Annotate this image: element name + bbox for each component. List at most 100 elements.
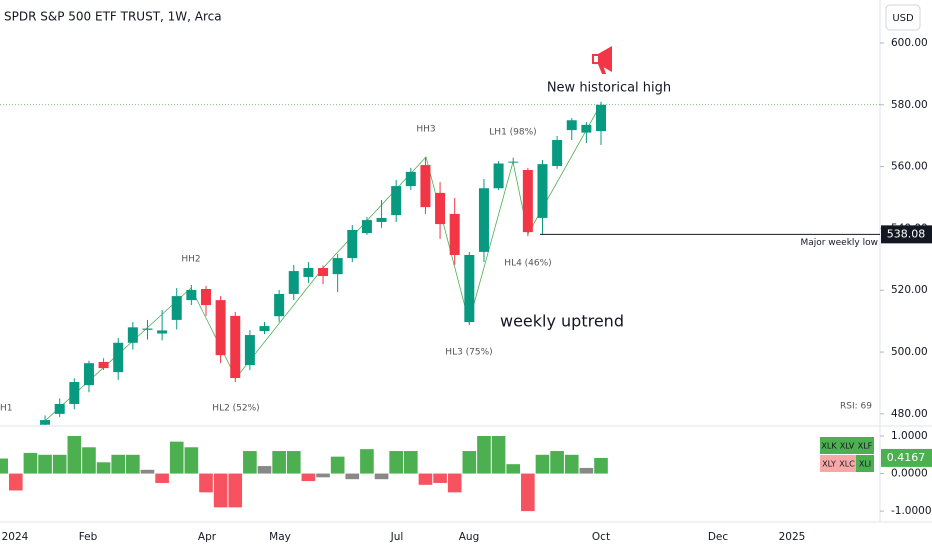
major-low-tag [881, 225, 932, 244]
indicator-bar [38, 454, 52, 474]
indicator-bar [550, 451, 564, 474]
x-tick-label: 2024 [2, 531, 29, 543]
indicator-bar [213, 473, 228, 508]
y-tick-label: 500.00 [891, 346, 928, 358]
annotation: HL2 (52%) [212, 404, 259, 414]
indicator-bar [316, 473, 330, 478]
indicator-bar [447, 473, 462, 493]
candle-body [464, 255, 475, 323]
candle-body [200, 289, 211, 306]
x-tick-label: Jul [390, 531, 404, 543]
candle-body [318, 267, 329, 277]
sector-tag-box [820, 437, 838, 454]
indicator-bar [96, 462, 111, 474]
indicator-bar [155, 473, 169, 483]
candle-body [347, 229, 358, 259]
sector-tag-box [838, 437, 856, 454]
indicator-last-value: 0.4167 [887, 451, 926, 464]
annotation: HH3 [416, 125, 435, 135]
x-tick-label: Feb [79, 531, 98, 543]
indicator-bar [564, 454, 579, 474]
indicator-bar [491, 436, 506, 474]
indicator-pane [0, 436, 608, 512]
indicator-bar [462, 451, 477, 474]
sector-tag: XLI [859, 460, 871, 469]
indicator-bar [477, 436, 491, 474]
indicator-bar [389, 451, 403, 474]
indicator-bar [140, 469, 155, 474]
candle-body [566, 120, 577, 131]
candle-body [596, 104, 606, 132]
indicator-bar [535, 454, 550, 474]
indicator-bar [8, 473, 23, 491]
indicator-bar [579, 467, 594, 474]
candle-body [69, 382, 80, 404]
indicator-bar [23, 452, 38, 474]
indicator-bar [418, 473, 433, 485]
sector-tag: XLK [821, 442, 837, 451]
indicator-bar [82, 447, 96, 474]
candle-body [54, 403, 65, 414]
sector-tag-box [820, 455, 838, 472]
candle-body [98, 361, 109, 369]
annotation: weekly uptrend [500, 312, 624, 331]
annotation: HH2 [181, 255, 200, 265]
price-pane [0, 101, 880, 425]
candle-body [113, 342, 124, 373]
indicator-tick-label: -1.0000 [891, 505, 932, 517]
candle-body [478, 188, 489, 252]
indicator-bar [360, 449, 374, 474]
candle-body [259, 326, 270, 332]
major-low-value: 538.08 [887, 227, 926, 240]
candle-body [332, 258, 343, 275]
candle-body [127, 327, 138, 343]
candle-body [215, 300, 226, 356]
sector-tag: XLC [839, 460, 855, 469]
indicator-last-tag [881, 448, 932, 467]
x-tick-label: 2025 [779, 531, 806, 543]
candle-body [405, 171, 416, 187]
annotation: H1 [0, 404, 13, 414]
indicator-bar [111, 454, 126, 474]
candle-body [186, 289, 197, 301]
indicator-bar [374, 473, 389, 480]
candle-body [420, 165, 431, 208]
indicator-bar [169, 441, 184, 474]
indicator-bar [257, 466, 272, 474]
indicator-bar [199, 473, 213, 493]
candle-body [303, 267, 314, 277]
currency-button[interactable] [885, 4, 921, 31]
candle-body [142, 328, 153, 330]
candle-body [40, 420, 51, 425]
candle-body [376, 217, 387, 222]
candle-body [493, 163, 504, 189]
candle-body [449, 213, 460, 255]
annotation: HL4 (46%) [504, 259, 551, 269]
sector-tag-box [856, 455, 874, 472]
indicator-tick-label: 1.0000 [891, 430, 928, 442]
candle-body [435, 192, 446, 225]
megaphone-icon [592, 46, 612, 74]
indicator-bar [521, 473, 535, 512]
indicator-bar [433, 473, 447, 483]
rsi-label: RSI: 69 [840, 402, 872, 412]
chart-title: SPDR S&P 500 ETF TRUST, 1W, Arca [4, 10, 222, 24]
indicator-bar [330, 456, 345, 474]
sector-tag: XLY [822, 460, 836, 469]
annotation: LH1 (98%) [489, 128, 536, 138]
sector-tag: XLF [858, 442, 873, 451]
candle-body [552, 140, 563, 166]
candle-body [391, 186, 402, 216]
candle-body [83, 363, 94, 386]
candle-body [171, 296, 182, 320]
sector-tag: XLV [840, 442, 855, 451]
y-tick-label: 580.00 [891, 99, 928, 111]
currency-label[interactable]: USD [892, 13, 914, 24]
labels: 480.00500.00520.00540.00560.00580.00600.… [0, 37, 932, 543]
indicator-bar [184, 447, 199, 474]
candle-body [508, 161, 519, 163]
indicator-bar [67, 436, 82, 474]
sector-tag-box [856, 437, 874, 454]
y-tick-label: 600.00 [891, 37, 928, 49]
